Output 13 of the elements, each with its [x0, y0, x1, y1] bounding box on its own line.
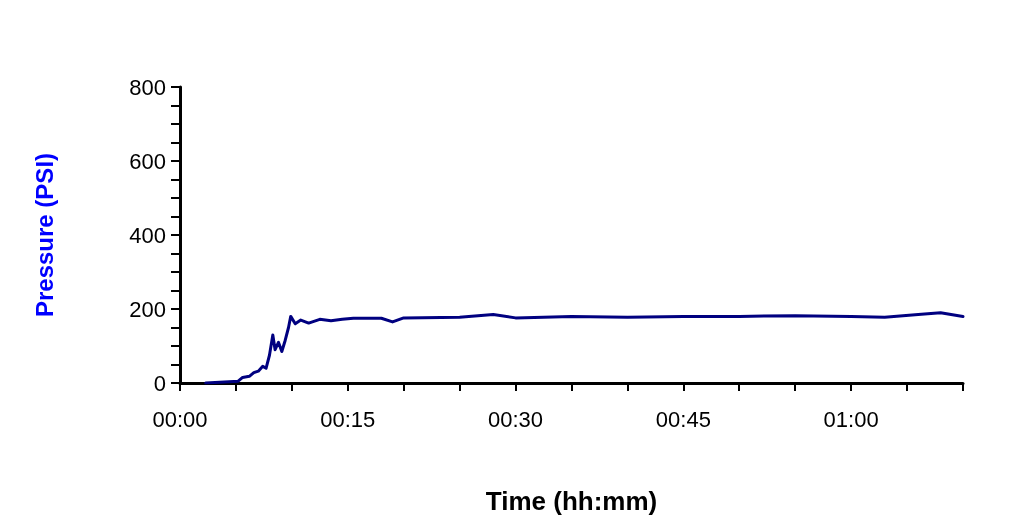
x-tick-label: 00:15: [320, 406, 376, 432]
y-tick-label: 0: [153, 370, 166, 396]
y-tick-label: 400: [129, 222, 166, 248]
x-tick-label: 00:00: [152, 406, 208, 432]
x-tick-label: 00:45: [655, 406, 711, 432]
x-tick-label: 01:00: [823, 406, 879, 432]
y-tick-label: 600: [129, 148, 166, 174]
y-axis-title: Pressure (PSI): [30, 152, 58, 318]
line-series: [204, 311, 965, 385]
y-tick-label: 800: [129, 74, 166, 100]
x-tick-label: 00:30: [488, 406, 544, 432]
y-tick-label: 200: [129, 296, 166, 322]
x-axis-title: Time (hh:mm): [485, 486, 658, 516]
